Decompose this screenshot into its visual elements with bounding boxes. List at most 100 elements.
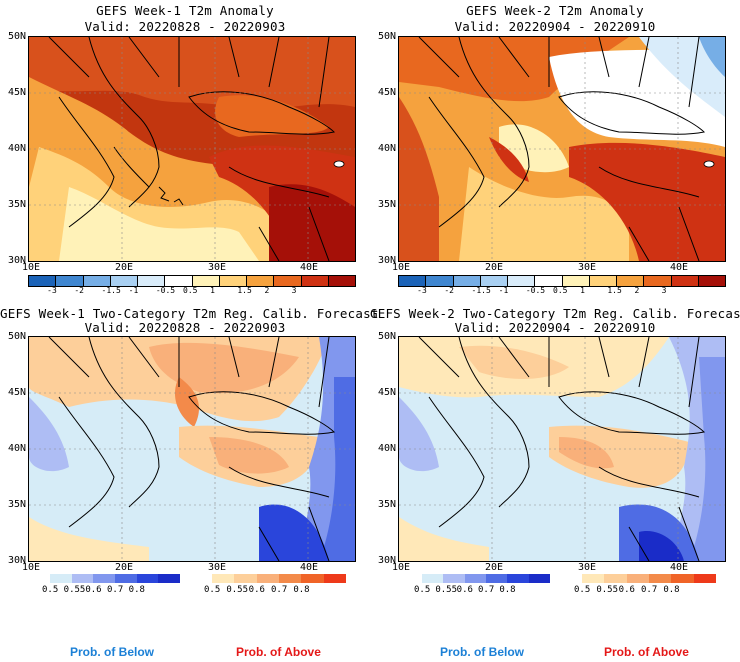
lon-label: 10E xyxy=(22,262,41,273)
colorbar-tick-label: 2 xyxy=(634,286,640,295)
lat-label: 35N xyxy=(7,499,26,510)
lat-label: 40N xyxy=(377,143,396,154)
colorbar-segment xyxy=(644,276,672,286)
colorbar-tick-label: 3 xyxy=(661,286,667,295)
colorbar-tick-label: -2 xyxy=(444,286,454,295)
colorbar-tick-label: 0.6 xyxy=(456,585,473,595)
colorbar-tick-label: 0.7 xyxy=(107,585,124,595)
colorbar-tick-label: 3 xyxy=(291,286,297,295)
colorbar-segment xyxy=(328,276,355,286)
colorbar-tick-label: 0.55 xyxy=(435,585,458,595)
colorbar-tick-label: 1.5 xyxy=(607,286,622,295)
prob-below-labels: 0.5 0.55 0.6 0.7 0.8 xyxy=(42,585,180,595)
colorbar-segment xyxy=(480,276,508,286)
colorbar-segment xyxy=(582,574,605,583)
colorbar-segment xyxy=(274,276,302,286)
lat-label: 40N xyxy=(377,443,396,454)
probability-map-week1 xyxy=(28,336,356,562)
colorbar-segment xyxy=(234,574,257,583)
colorbar-tick-label: 1.5 xyxy=(237,286,252,295)
colorbar-tick-label: 0.8 xyxy=(499,585,516,595)
colorbar-segment xyxy=(485,574,508,583)
colorbar-segment xyxy=(93,574,116,583)
colorbar-tick-label: 0.5 xyxy=(42,585,59,595)
colorbar-segment xyxy=(192,276,220,286)
lat-label: 45N xyxy=(7,387,26,398)
colorbar-segment xyxy=(158,574,181,583)
colorbar-tick-label: 0.8 xyxy=(663,585,680,595)
colorbar-tick-label: -3 xyxy=(47,286,57,295)
anomaly-colorbar xyxy=(28,275,356,287)
legend-prob-below: Prob. of Below xyxy=(70,645,154,659)
colorbar-segment xyxy=(165,276,193,286)
colorbar-segment xyxy=(71,574,94,583)
lon-label: 10E xyxy=(22,562,41,573)
colorbar-segment xyxy=(535,276,563,286)
colorbar-segment xyxy=(83,276,111,286)
colorbar-tick-label: -3 xyxy=(417,286,427,295)
lat-label: 30N xyxy=(7,555,26,566)
lat-label: 40N xyxy=(7,443,26,454)
lon-label: 40E xyxy=(670,262,689,273)
lon-label: 10E xyxy=(392,562,411,573)
colorbar-segment xyxy=(136,574,159,583)
lon-label: 20E xyxy=(485,562,504,573)
colorbar-segment xyxy=(698,276,725,286)
colorbar-segment xyxy=(422,574,444,583)
legend-prob-above: Prob. of Above xyxy=(236,645,321,659)
lat-label: 40N xyxy=(7,143,26,154)
colorbar-segment xyxy=(219,276,247,286)
lat-label: 45N xyxy=(377,87,396,98)
colorbar-segment xyxy=(528,574,550,583)
colorbar-segment xyxy=(453,276,481,286)
lon-label: 20E xyxy=(115,562,134,573)
panel-week2-anomaly: GEFS Week-2 T2m Anomaly Valid: 20220904 … xyxy=(370,0,740,295)
panel-title: GEFS Week-1 T2m Anomaly xyxy=(96,3,274,18)
colorbar-tick-label: -1 xyxy=(498,286,509,295)
lat-label: 30N xyxy=(377,255,396,266)
colorbar-segment xyxy=(671,574,694,583)
lat-label: 50N xyxy=(377,31,396,42)
colorbar-tick-label: 0.5 xyxy=(574,585,591,595)
lon-label: 10E xyxy=(392,262,411,273)
lat-label: 50N xyxy=(7,331,26,342)
colorbar-segment xyxy=(138,276,166,286)
colorbar-tick-label: 0.6 xyxy=(618,585,635,595)
anomaly-colorbar xyxy=(398,275,726,287)
panel-valid-dates: Valid: 20220828 - 20220903 xyxy=(84,320,286,335)
lon-label: 40E xyxy=(670,562,689,573)
panel-title: GEFS Week-2 Two-Category T2m Reg. Calib.… xyxy=(370,306,740,321)
colorbar-tick-label: 0.5 xyxy=(553,286,568,295)
colorbar-segment xyxy=(301,574,324,583)
lat-label: 35N xyxy=(7,199,26,210)
colorbar-segment xyxy=(626,574,649,583)
panel-week1-anomaly: GEFS Week-1 T2m Anomaly Valid: 20220828 … xyxy=(0,0,370,295)
colorbar-segment xyxy=(617,276,645,286)
colorbar-segment xyxy=(507,574,529,583)
colorbar-segment xyxy=(562,276,590,286)
colorbar-tick-label: 0.7 xyxy=(271,585,288,595)
lat-label: 50N xyxy=(377,331,396,342)
colorbar-segment xyxy=(693,574,716,583)
panel-title: GEFS Week-1 Two-Category T2m Reg. Calib.… xyxy=(0,306,379,321)
colorbar-segment xyxy=(508,276,536,286)
colorbar-tick-label: 0.6 xyxy=(248,585,265,595)
lat-label: 30N xyxy=(7,255,26,266)
colorbar-segment xyxy=(110,276,138,286)
colorbar-segment xyxy=(323,574,346,583)
lon-label: 40E xyxy=(300,262,319,273)
colorbar-tick-label: -0.5 xyxy=(155,286,176,295)
lat-label: 35N xyxy=(377,499,396,510)
colorbar-tick-label: -0.5 xyxy=(525,286,546,295)
panel-title: GEFS Week-2 T2m Anomaly xyxy=(466,3,644,18)
colorbar-segment xyxy=(426,276,454,286)
prob-above-colorbar xyxy=(582,574,716,583)
lat-label: 35N xyxy=(377,199,396,210)
colorbar-tick-label: 1 xyxy=(210,286,215,295)
colorbar-tick-label: 0.7 xyxy=(478,585,495,595)
anomaly-map-week1 xyxy=(28,36,356,262)
lon-label: 30E xyxy=(208,562,227,573)
panel-week2-probability: GEFS Week-2 Two-Category T2m Reg. Calib.… xyxy=(370,298,740,598)
probability-map-week2 xyxy=(398,336,726,562)
colorbar-segment xyxy=(115,574,137,583)
